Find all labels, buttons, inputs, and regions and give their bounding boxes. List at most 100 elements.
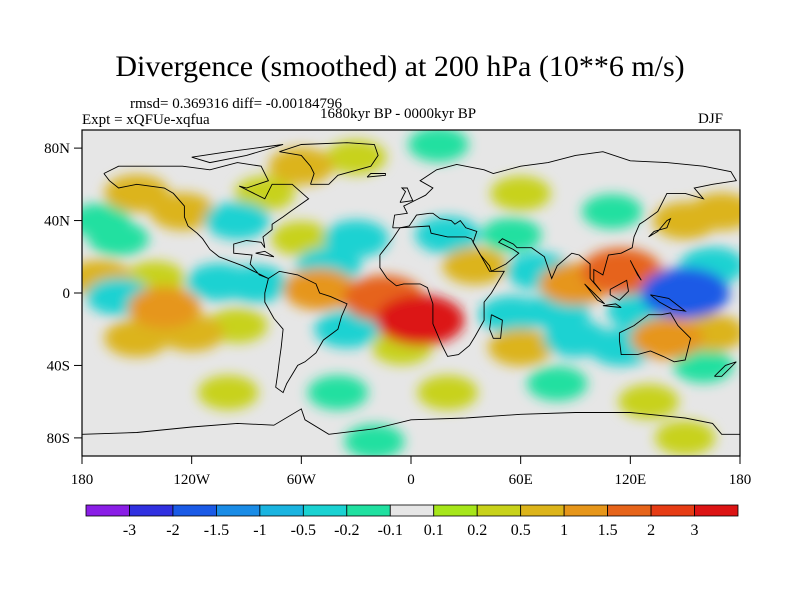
colorbar-swatch xyxy=(476,504,522,517)
colorbar-swatch xyxy=(694,504,739,517)
colorbar-label: -2 xyxy=(166,522,179,539)
colorbar-label: 1 xyxy=(560,522,568,539)
colorbar-swatch xyxy=(607,504,652,517)
colorbar-label: -0.5 xyxy=(291,522,316,539)
y-tick-label: 80S xyxy=(47,431,70,447)
colorbar-label: 2 xyxy=(647,522,655,539)
coastline xyxy=(82,408,740,435)
season-label: DJF xyxy=(698,111,724,127)
coastline xyxy=(255,250,275,258)
field-blob xyxy=(655,420,716,456)
x-tick-label: 0 xyxy=(407,472,415,488)
coastline xyxy=(191,144,284,164)
coastline xyxy=(399,187,414,203)
y-tick-label: 40S xyxy=(47,358,70,374)
field-blob xyxy=(481,217,542,253)
field-blob xyxy=(581,194,643,229)
x-tick-label: 120E xyxy=(614,472,646,488)
divergence-field xyxy=(82,130,740,456)
coastline xyxy=(489,314,503,339)
colorbar-swatch xyxy=(563,504,609,517)
x-tick-label: 180 xyxy=(71,472,94,488)
field-blob xyxy=(442,246,508,285)
field-blob xyxy=(488,328,554,367)
field-blob xyxy=(198,375,259,410)
field-blob xyxy=(417,375,478,410)
colorbar-swatch xyxy=(302,504,348,517)
colorbar-swatch xyxy=(129,504,174,517)
field-blob xyxy=(323,219,389,258)
colorbar-label: -1.5 xyxy=(204,522,229,539)
colorbar-swatch xyxy=(650,504,695,517)
field-blob xyxy=(204,201,270,240)
field-blob xyxy=(223,265,289,303)
colorbar: -3 -2 -1.5 -1 -0.5 -0.2 -0.1 0.1 0.2 0.5 1 1.5 2 3 xyxy=(85,504,739,539)
field-blob xyxy=(127,286,201,329)
stats-label: rmsd= 0.369316 diff= -0.00184796 xyxy=(130,96,343,112)
field-blob xyxy=(618,384,679,420)
field-blob xyxy=(82,203,131,238)
colorbar-swatch xyxy=(346,504,391,517)
field-blob xyxy=(641,267,730,319)
coastlines xyxy=(82,142,740,435)
coastline xyxy=(602,303,622,308)
coastline xyxy=(264,270,348,394)
field-blob xyxy=(527,366,588,401)
field-blob xyxy=(314,310,380,349)
coastline xyxy=(584,283,606,305)
y-tick-label: 0 xyxy=(63,286,71,302)
field-blob xyxy=(344,424,405,456)
colorbar-label: -0.2 xyxy=(334,522,359,539)
colorbar-label: -1 xyxy=(253,522,266,539)
colorbar-label: 0.5 xyxy=(511,522,531,539)
colorbar-swatch xyxy=(389,504,435,517)
field-blob xyxy=(408,130,469,162)
x-tick-label: 60E xyxy=(509,472,533,488)
colorbar-swatch xyxy=(520,504,565,517)
y-tick-label: 80N xyxy=(44,141,70,157)
field-blob xyxy=(673,348,734,383)
coastline xyxy=(648,217,672,238)
field-blob xyxy=(307,375,369,410)
field-blob xyxy=(375,294,465,346)
field-blob xyxy=(150,192,215,231)
x-axis: 180 120W 60W 0 60E 120E 180 xyxy=(71,456,752,488)
colorbar-swatch xyxy=(433,504,478,517)
colorbar-label: -0.1 xyxy=(378,522,403,539)
coastline xyxy=(279,142,379,185)
x-tick-label: 60W xyxy=(287,472,317,488)
coastline xyxy=(629,260,642,281)
x-tick-label: 180 xyxy=(729,472,752,488)
field-blob xyxy=(268,147,334,185)
coastline xyxy=(714,361,737,377)
coastline xyxy=(366,173,386,178)
colorbar-swatch xyxy=(215,504,261,517)
colorbar-label: 0.2 xyxy=(467,522,487,539)
y-axis: 80N 40N 0 40S 80S xyxy=(44,141,82,447)
plot-title: Divergence (smoothed) at 200 hPa (10**6 … xyxy=(115,50,685,83)
field-blob xyxy=(104,174,170,213)
field-blob xyxy=(104,319,170,358)
coastline xyxy=(379,225,505,357)
coastline xyxy=(103,162,310,279)
field-blob xyxy=(271,221,332,257)
field-blob xyxy=(479,295,544,334)
coastline xyxy=(609,279,629,301)
field-blob xyxy=(689,192,740,231)
colorbar-label: 0.1 xyxy=(424,522,444,539)
experiment-label: Expt = xQFUe-xqfua xyxy=(82,112,210,128)
coastline xyxy=(618,312,692,363)
y-tick-label: 40N xyxy=(44,214,70,230)
colorbar-swatch xyxy=(85,504,130,517)
colorbar-swatch xyxy=(259,504,304,517)
colorbar-label: 3 xyxy=(691,522,699,539)
period-label: 1680kyr BP - 0000kyr BP xyxy=(320,106,477,122)
colorbar-label: -3 xyxy=(123,522,136,539)
colorbar-label: 1.5 xyxy=(598,522,618,539)
field-blob xyxy=(630,317,704,360)
coastline xyxy=(650,294,687,312)
field-blob xyxy=(580,247,662,295)
x-tick-label: 120W xyxy=(173,472,211,488)
colorbar-swatch xyxy=(172,504,217,517)
